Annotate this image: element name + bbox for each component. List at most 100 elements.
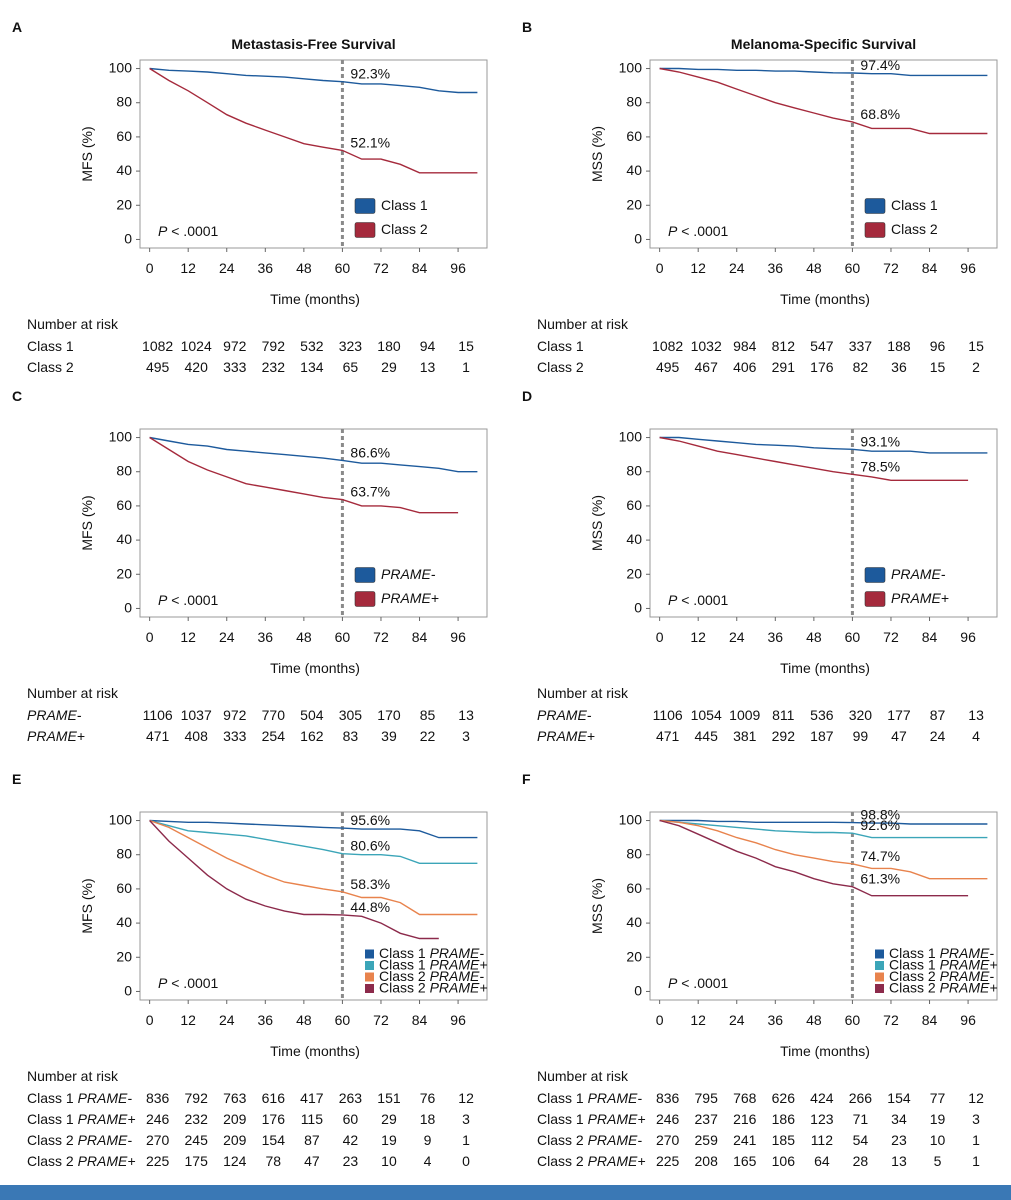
panel-label: D <box>522 388 532 404</box>
y-tick-label: 40 <box>116 162 132 178</box>
survival-curve <box>659 436 969 481</box>
risk-row-label: PRAME+ <box>537 728 595 744</box>
risk-value: 29 <box>381 1111 397 1127</box>
y-tick-label: 0 <box>124 982 132 998</box>
legend-swatch <box>365 961 374 970</box>
landmark-label: 93.1% <box>860 433 900 449</box>
x-tick-label: 48 <box>296 260 312 276</box>
risk-value: 4 <box>972 728 980 744</box>
risk-row-label: Class 2 PRAME+ <box>27 1153 136 1169</box>
risk-row-label: Class 2 PRAME- <box>27 1132 132 1148</box>
legend-label: Class 2 PRAME+ <box>379 979 488 995</box>
risk-row-label: Class 1 PRAME- <box>27 1090 132 1106</box>
y-tick-label: 80 <box>626 845 642 861</box>
risk-table-title: Number at risk <box>27 685 119 701</box>
y-tick-label: 0 <box>634 230 642 246</box>
panel-label: B <box>522 19 532 35</box>
survival-curve <box>149 67 478 94</box>
x-tick-label: 48 <box>296 629 312 645</box>
risk-value: 291 <box>772 359 796 375</box>
risk-value: 1 <box>972 1153 980 1169</box>
risk-value: 232 <box>262 359 286 375</box>
x-tick-label: 12 <box>180 260 196 276</box>
risk-value: 13 <box>420 359 436 375</box>
landmark-label: 86.6% <box>350 444 390 460</box>
risk-value: 106 <box>772 1153 796 1169</box>
landmark-label: 92.6% <box>860 817 900 833</box>
x-axis-label: Time (months) <box>780 660 870 676</box>
risk-value: 208 <box>695 1153 719 1169</box>
x-tick-label: 0 <box>146 629 154 645</box>
x-tick-label: 60 <box>845 260 861 276</box>
y-tick-label: 80 <box>626 93 642 109</box>
risk-value: 96 <box>930 338 946 354</box>
risk-value: 9 <box>424 1132 432 1148</box>
risk-value: 1 <box>462 359 470 375</box>
survival-curve <box>149 436 459 514</box>
risk-value: 1032 <box>691 338 722 354</box>
p-value: P < .0001 <box>668 223 729 239</box>
risk-table-title: Number at risk <box>537 1068 629 1084</box>
x-axis-label: Time (months) <box>270 1043 360 1059</box>
risk-value: 29 <box>381 359 397 375</box>
risk-value: 270 <box>656 1132 680 1148</box>
risk-value: 71 <box>853 1111 869 1127</box>
risk-value: 39 <box>381 728 397 744</box>
risk-value: 547 <box>810 338 834 354</box>
x-tick-label: 60 <box>335 1012 351 1028</box>
risk-value: 292 <box>772 728 796 744</box>
risk-value: 1009 <box>729 707 760 723</box>
risk-value: 42 <box>343 1132 359 1148</box>
x-tick-label: 36 <box>768 260 784 276</box>
risk-value: 47 <box>304 1153 320 1169</box>
landmark-label: 78.5% <box>860 458 900 474</box>
legend-swatch <box>875 949 884 959</box>
legend-label: Class 2 <box>381 221 428 237</box>
y-tick-label: 0 <box>124 599 132 615</box>
risk-value: 23 <box>343 1153 359 1169</box>
p-value: P < .0001 <box>158 592 219 608</box>
y-tick-label: 100 <box>109 59 133 75</box>
risk-value: 22 <box>420 728 436 744</box>
x-tick-label: 24 <box>729 629 745 645</box>
risk-value: 408 <box>185 728 209 744</box>
y-tick-label: 80 <box>116 93 132 109</box>
x-tick-label: 72 <box>883 629 899 645</box>
risk-row-label: Class 1 <box>27 338 74 354</box>
risk-value: 763 <box>223 1090 247 1106</box>
y-tick-label: 40 <box>116 531 132 547</box>
panel-label: A <box>12 19 22 35</box>
x-tick-label: 72 <box>373 629 389 645</box>
risk-value: 445 <box>695 728 719 744</box>
risk-table-title: Number at risk <box>537 316 629 332</box>
risk-value: 10 <box>381 1153 397 1169</box>
risk-value: 176 <box>262 1111 286 1127</box>
x-tick-label: 12 <box>690 1012 706 1028</box>
risk-value: 13 <box>968 707 984 723</box>
x-tick-label: 24 <box>729 260 745 276</box>
risk-value: 87 <box>930 707 946 723</box>
y-tick-label: 40 <box>626 914 642 930</box>
risk-value: 1024 <box>181 338 212 354</box>
survival-curve <box>149 819 478 864</box>
risk-value: 259 <box>695 1132 719 1148</box>
risk-value: 186 <box>772 1111 796 1127</box>
x-tick-label: 60 <box>845 629 861 645</box>
risk-value: 792 <box>262 338 286 354</box>
y-tick-label: 20 <box>626 948 642 964</box>
legend-label: Class 1 <box>381 197 428 213</box>
risk-value: 337 <box>849 338 873 354</box>
survival-curve <box>149 820 439 940</box>
risk-row-label: Class 1 PRAME- <box>537 1090 642 1106</box>
y-tick-label: 60 <box>626 128 642 144</box>
risk-value: 12 <box>458 1090 474 1106</box>
risk-value: 19 <box>381 1132 397 1148</box>
chart-title: Melanoma-Specific Survival <box>731 36 916 52</box>
risk-value: 78 <box>266 1153 282 1169</box>
risk-value: 209 <box>223 1132 247 1148</box>
x-tick-label: 48 <box>806 1012 822 1028</box>
risk-value: 254 <box>262 728 286 744</box>
legend-label: Class 1 PRAME- <box>889 945 994 961</box>
legend-swatch <box>365 984 374 993</box>
